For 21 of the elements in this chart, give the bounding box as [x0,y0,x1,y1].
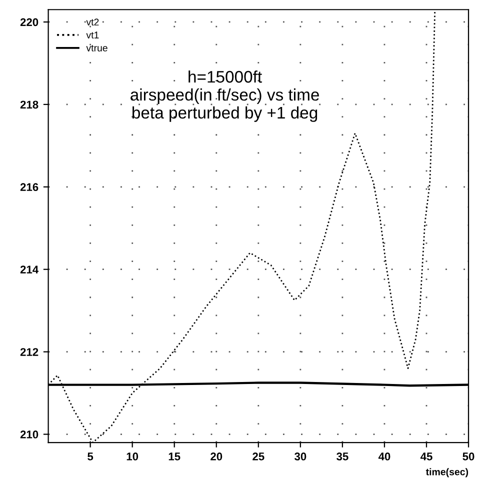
legend-label: vtrue [86,45,108,52]
x-tick-label: 45 [420,452,432,460]
x-tick-label: 40 [378,452,390,460]
x-tick-label: 20 [210,452,222,460]
y-tick-label: 220 [20,18,38,26]
x-tick-label: 30 [294,452,306,460]
text: h=15000ft airspeed(in ft/sec) vs time beta perturbed by +1 deg [130,70,319,122]
y-tick-label: 212 [20,348,38,356]
x-axis-title: time(sec) [426,468,468,478]
text: vt2 [86,18,99,26]
x-tick-label: 5 [88,452,94,460]
x-tick-label: 25 [252,452,264,460]
x-tick-label: 15 [168,452,180,460]
x-tick-label: 10 [126,452,138,460]
legend-label: vt1 [86,32,99,38]
x-tick-label: 50 [462,452,474,460]
y-tick-label: 216 [20,183,38,192]
x-tick-label: 35 [336,452,348,460]
y-tick-label: 218 [20,100,38,109]
y-tick-label: 210 [20,430,38,438]
y-tick-label: 214 [20,266,39,274]
